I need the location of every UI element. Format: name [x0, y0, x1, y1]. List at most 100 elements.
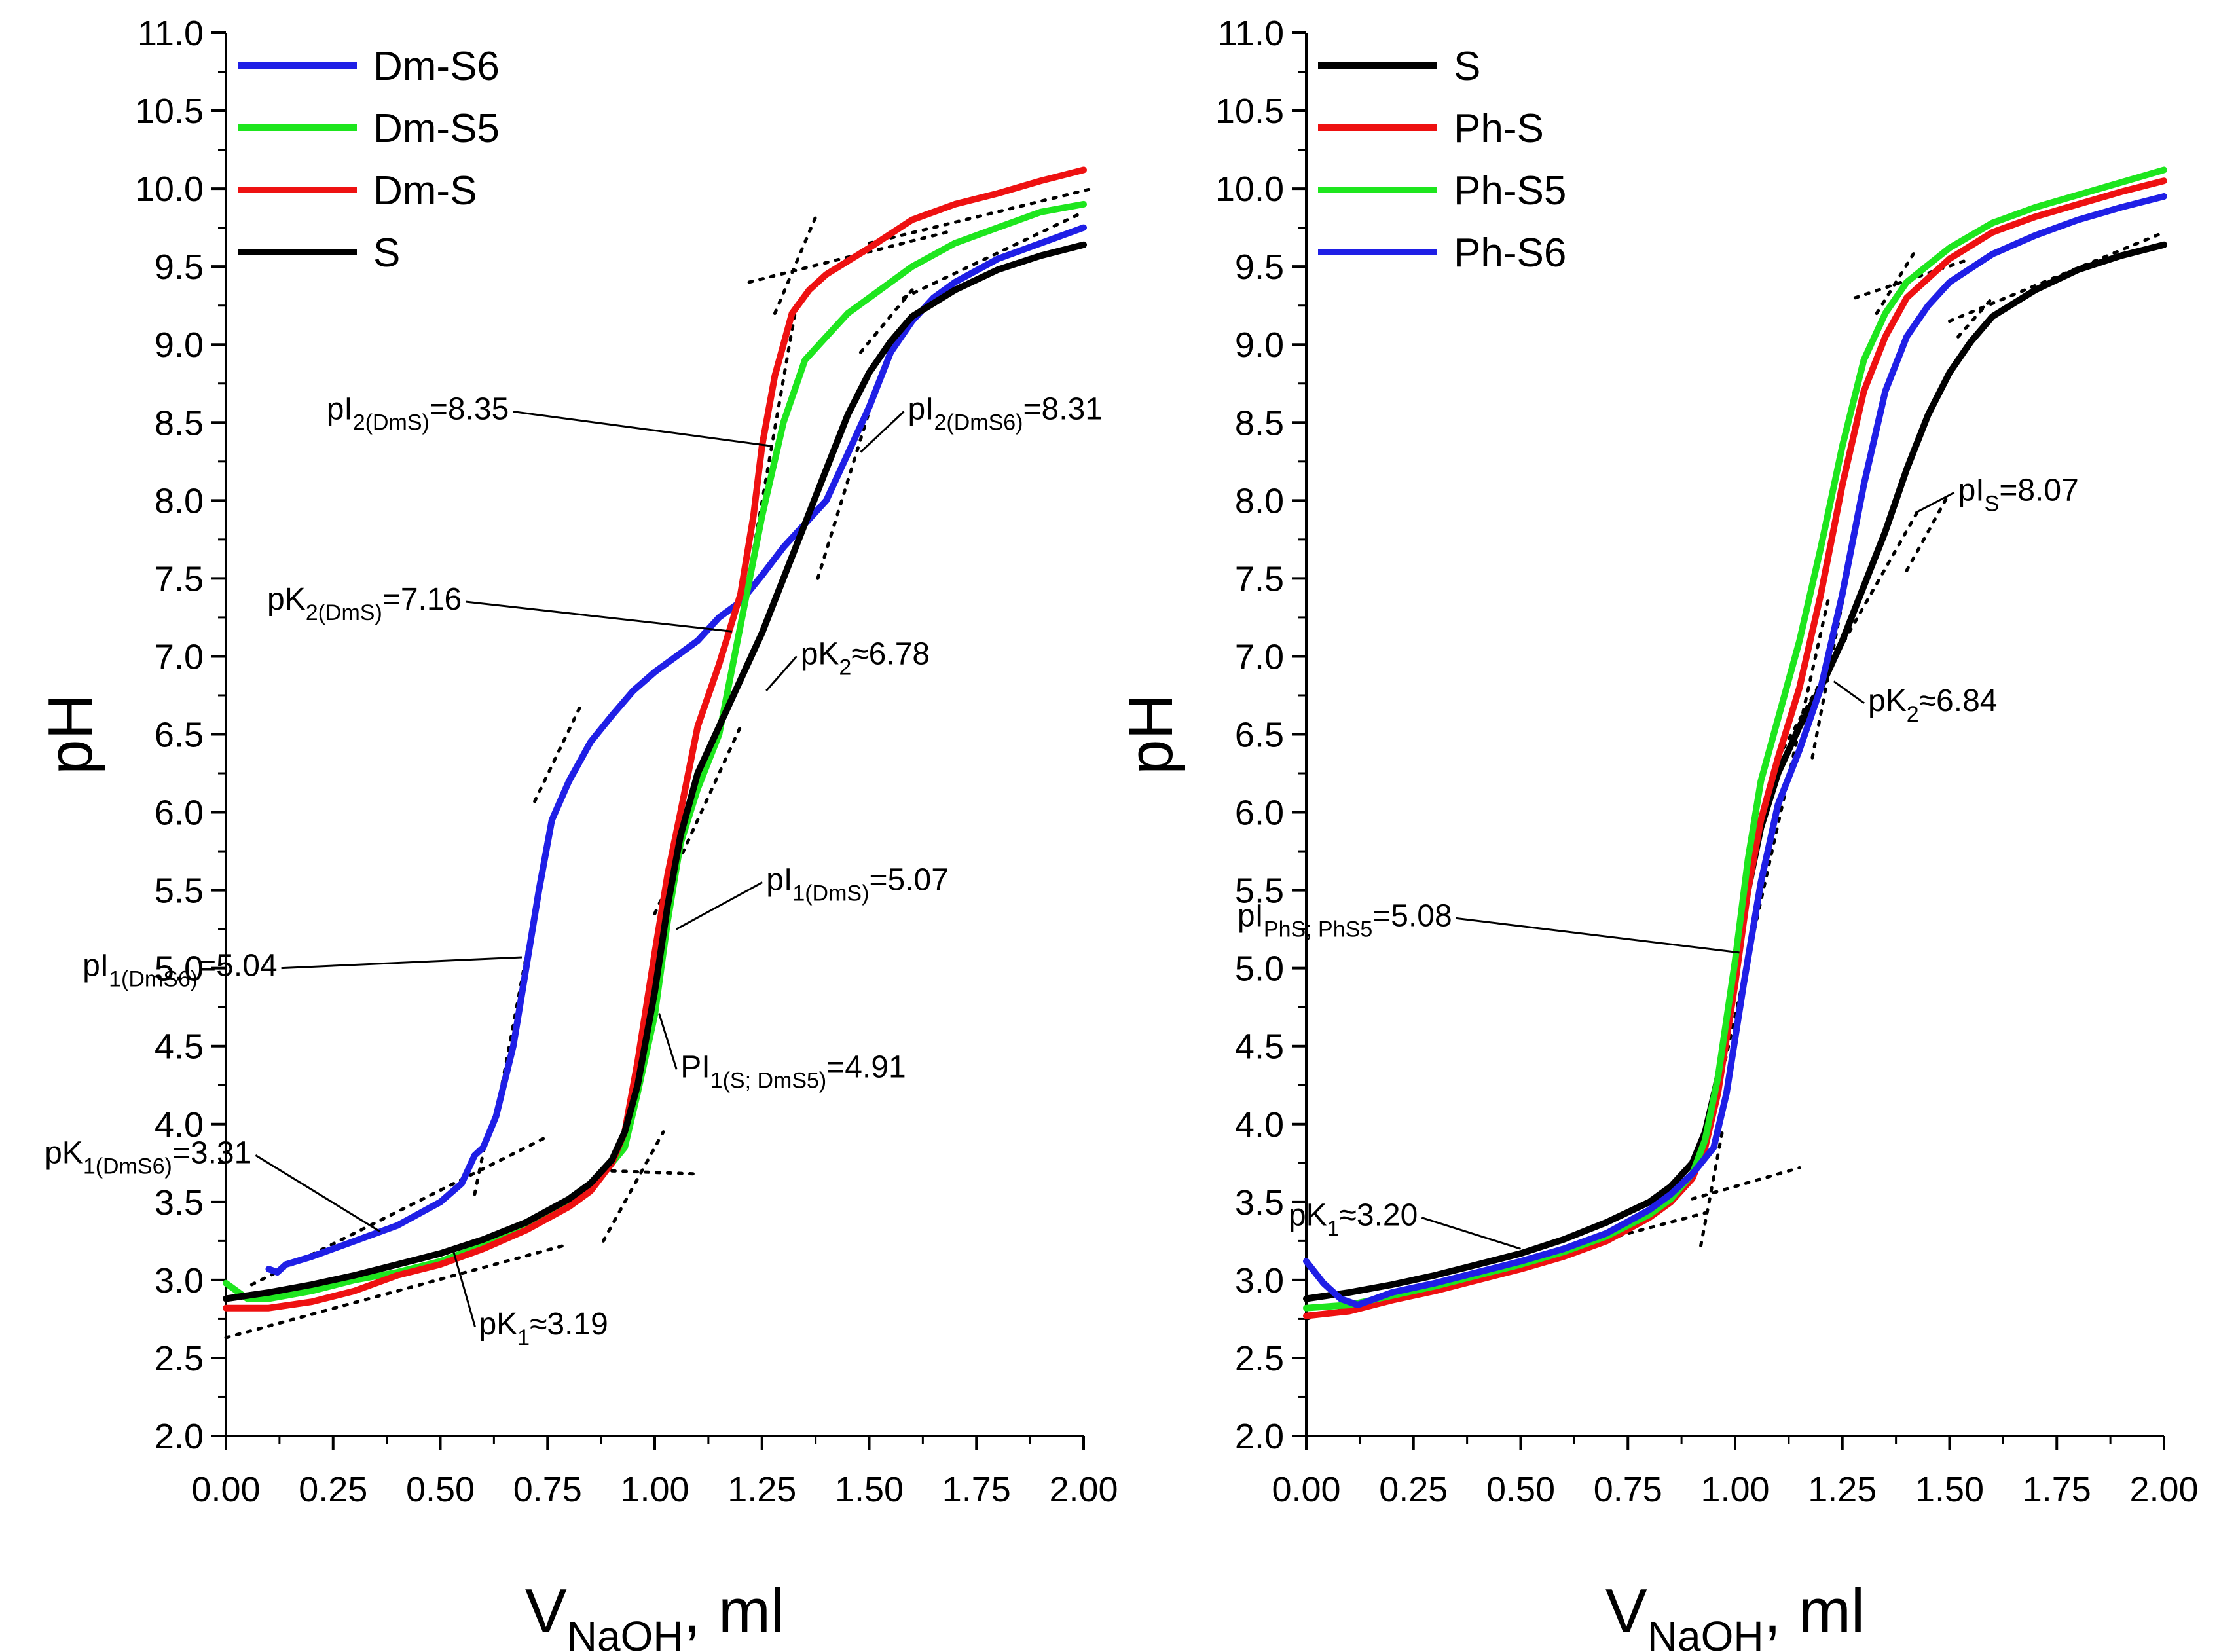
annotation-label-sub: 2(DmS) — [353, 411, 430, 435]
annotation-label-main: pK — [801, 636, 839, 671]
annotation-label-rest: ≈3.20 — [1340, 1198, 1418, 1233]
y-tick-label: 10.0 — [1215, 170, 1284, 209]
annotation-label-rest: ≈6.84 — [1919, 684, 1998, 718]
series-line-ph-s5 — [1303, 166, 2167, 1312]
x-tick-label: 0.50 — [1486, 1470, 1555, 1509]
annotation-leader — [466, 600, 733, 633]
series-line-ph-s6 — [1303, 193, 2167, 1308]
x-tick-label: 0.75 — [1594, 1470, 1662, 1509]
annotation-label: pK2(DmS)=7.16 — [267, 582, 462, 625]
y-tick-label: 8.0 — [1235, 481, 1284, 521]
annotation-leader — [452, 1250, 476, 1327]
annotation-label: pK1≈3.20 — [1289, 1198, 1418, 1241]
tangent-guide — [610, 1169, 699, 1176]
tangent-guide — [1875, 249, 1917, 316]
tangent-guide — [858, 288, 914, 354]
annotation-leader — [1833, 680, 1865, 705]
tangent-guide — [473, 1130, 490, 1196]
annotation-label-main: pK — [267, 582, 306, 617]
y-tick-label: 8.0 — [155, 481, 204, 521]
x-axis-title-sub: NaOH — [567, 1613, 684, 1652]
y-tick-label: 2.5 — [155, 1339, 204, 1378]
legend: S Ph-S Ph-S5 Ph-S6 — [1318, 44, 1566, 276]
annotation-label-sub: 2(DmS6) — [934, 411, 1023, 435]
y-tick-label: 3.5 — [1235, 1183, 1284, 1222]
x-axis-title-sub: NaOH — [1647, 1613, 1764, 1652]
legend-label: S — [1454, 44, 1480, 89]
tangent-guide — [533, 701, 584, 803]
y-tick-label: 4.0 — [155, 1105, 204, 1145]
tangent-guide — [1691, 1166, 1801, 1201]
legend-label: Ph-S6 — [1454, 230, 1566, 276]
x-tick-label: 0.00 — [191, 1470, 260, 1509]
annotation-label-main: pK — [1868, 684, 1907, 718]
annotation-leader — [1421, 1217, 1521, 1250]
x-axis-title: VNaOH, ml — [525, 1576, 784, 1652]
x-tick-label: 0.50 — [406, 1470, 475, 1509]
annotation-label-rest: =5.04 — [198, 949, 277, 983]
legend: Dm-S6 Dm-S5 Dm-S S — [238, 44, 500, 276]
annotation-label-rest: =5.07 — [869, 863, 948, 898]
legend-label: Dm-S — [373, 168, 477, 213]
annotation-label-sub: PhS; PhS5 — [1264, 917, 1372, 942]
chart-panel-2: 2.0 2.5 3.0 3.5 4.0 4.5 5.0 5.5 6.0 6.5 7.0 7.5 8.0 8… — [1116, 14, 2199, 1652]
y-tick-label: 9.0 — [1235, 325, 1284, 365]
y-tick-label: 4.5 — [155, 1027, 204, 1067]
y-tick-label: 7.5 — [1235, 559, 1284, 598]
y-tick-label: 4.5 — [1235, 1027, 1284, 1067]
x-tick-label: 1.50 — [835, 1470, 904, 1509]
series-line-ph-s — [1303, 177, 2167, 1319]
annotation-label: pK1≈3.19 — [479, 1307, 608, 1350]
y-tick-label: 2.5 — [1235, 1339, 1284, 1378]
annotation-label-rest: =8.31 — [1023, 392, 1103, 427]
annotation-label-main: PI — [680, 1050, 710, 1084]
annotation-label-rest: =7.16 — [382, 582, 462, 617]
chart-panel-1: 2.0 2.5 3.0 3.5 4.0 4.5 5.0 5.5 6.0 6.5 7.0 7.5 8.0 8… — [35, 14, 1118, 1652]
legend-label: Dm-S6 — [373, 44, 500, 89]
annotation-label-main: pI — [1958, 473, 1985, 507]
annotation-label-sub: 2 — [839, 655, 851, 680]
annotation-label: pI2(DmS6)=8.31 — [908, 392, 1103, 435]
annotation-label: pI2(DmS)=8.35 — [327, 392, 509, 435]
annotation-label-main: pK — [1289, 1198, 1327, 1233]
y-tick-label: 2.0 — [1235, 1417, 1284, 1456]
annotation-label-main: pI — [908, 392, 934, 427]
annotation-label-rest: =5.08 — [1372, 898, 1452, 933]
x-tick-label: 1.75 — [2023, 1470, 2091, 1509]
x-tick-label: 1.50 — [1915, 1470, 1984, 1509]
tangent-guide — [902, 210, 1086, 300]
tangent-guide — [1956, 296, 1994, 339]
x-tick-label: 2.00 — [2129, 1470, 2198, 1509]
y-tick-label: 9.5 — [155, 248, 204, 287]
annotation-leader — [860, 411, 905, 453]
annotation-label-sub: 1(DmS6) — [109, 967, 198, 992]
tangent-guide — [1716, 592, 1831, 1095]
annotation-label-rest: =8.07 — [1999, 473, 2078, 507]
annotation-leader — [1915, 492, 1955, 514]
annotation-label-sub: 1 — [517, 1325, 530, 1350]
y-axis-title: pH — [1116, 694, 1186, 775]
annotation-label: pI1(DmS)=5.07 — [766, 863, 949, 906]
x-tick-label: 1.00 — [620, 1470, 689, 1509]
annotation-label-rest: =8.35 — [430, 392, 509, 427]
y-tick-label: 9.0 — [155, 325, 204, 365]
annotation-label-main: pI — [83, 949, 109, 983]
y-tick-label: 6.5 — [1235, 716, 1284, 755]
annotation-label-main: pI — [327, 392, 353, 427]
tangent-guide — [1905, 490, 1951, 572]
annotation-label-sub: 2(DmS) — [306, 600, 382, 625]
y-axis-title: pH — [35, 694, 105, 775]
annotation-label: pI1(DmS6)=5.04 — [83, 949, 278, 992]
legend-label: Ph-S5 — [1454, 168, 1566, 213]
annotation-label-rest: =3.31 — [172, 1135, 251, 1170]
tangent-guide — [224, 1242, 571, 1340]
x-tick-label: 1.25 — [727, 1470, 796, 1509]
y-tick-label: 7.0 — [155, 637, 204, 676]
y-tick-label: 10.5 — [1215, 92, 1284, 131]
annotation-label: pK2≈6.78 — [801, 636, 930, 680]
annotation-label: pK1(DmS6)=3.31 — [45, 1135, 251, 1179]
annotation-label-sub: 2 — [1907, 702, 1919, 727]
annotation-leader — [281, 956, 523, 970]
y-tick-label: 9.5 — [1235, 248, 1284, 287]
x-tick-label: 0.25 — [1379, 1470, 1448, 1509]
